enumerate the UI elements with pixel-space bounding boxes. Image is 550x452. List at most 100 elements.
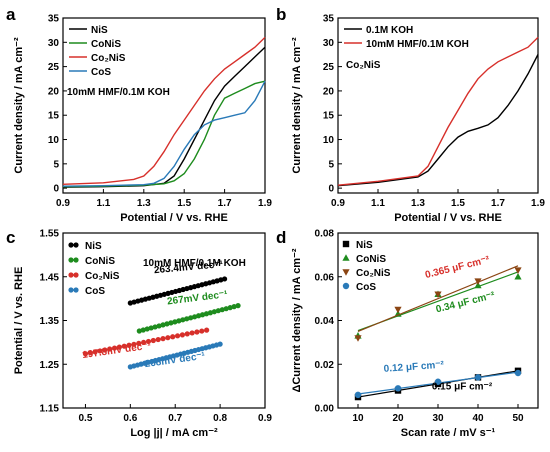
- legend-marker: [342, 282, 350, 290]
- data-point: [354, 335, 362, 342]
- data-point: [394, 306, 402, 314]
- legend-label: CoS: [91, 67, 111, 78]
- y-tick-label: 1.35: [40, 316, 60, 327]
- data-point: [394, 310, 402, 317]
- x-tick-label: 1.1: [371, 198, 385, 209]
- panel-letter-c: c: [6, 228, 15, 247]
- y-tick-label: 0.02: [315, 360, 335, 371]
- y-tick-label: 0.04: [315, 316, 335, 327]
- data-point: [394, 385, 402, 392]
- x-axis-label: Potential / V vs. RHE: [394, 212, 502, 224]
- slope-label: 197.8mV dec⁻¹: [81, 340, 152, 361]
- y-tick-label: 1.15: [40, 404, 60, 415]
- y-tick-label: 15: [323, 111, 335, 122]
- panel-letter-d: d: [276, 228, 286, 247]
- y-tick-label: 30: [323, 38, 335, 49]
- legend-marker: [73, 257, 79, 263]
- x-tick-label: 0.5: [78, 413, 92, 424]
- legend-label: Co₂NiS: [85, 271, 120, 282]
- capacitance-label: 0.34 μF cm⁻²: [435, 290, 497, 315]
- y-tick-label: 10: [323, 135, 335, 146]
- fit-line: [139, 305, 239, 332]
- sample-annotation: Co₂NiS: [346, 60, 381, 71]
- legend-label: CoNiS: [85, 256, 115, 267]
- y-tick-label: 0.08: [315, 229, 335, 240]
- panel-letter-b: b: [276, 5, 286, 24]
- y-tick-label: 5: [328, 159, 334, 170]
- y-tick-label: 35: [48, 14, 60, 25]
- y-tick-label: 15: [48, 111, 60, 122]
- legend-marker: [342, 254, 350, 261]
- x-tick-label: 10: [352, 413, 364, 424]
- x-tick-label: 0.7: [168, 413, 182, 424]
- y-tick-label: 0.00: [315, 404, 335, 415]
- legend-marker: [73, 242, 79, 248]
- x-tick-label: 1.7: [491, 198, 505, 209]
- x-tick-label: 1.7: [218, 198, 232, 209]
- legend-label: CoS: [356, 282, 376, 293]
- x-tick-label: 1.5: [177, 198, 191, 209]
- x-tick-label: 1.3: [411, 198, 425, 209]
- panel-letter-a: a: [6, 5, 16, 24]
- y-axis-label: Current density / mA cm⁻²: [13, 37, 25, 174]
- x-axis-label: Potential / V vs. RHE: [120, 212, 228, 224]
- y-axis-label: Potential / V vs. RHE: [13, 267, 25, 375]
- y-tick-label: 10: [48, 135, 60, 146]
- data-point: [434, 378, 442, 385]
- series-line-1: [337, 36, 539, 186]
- panel-a: a 0.9 1.1 1.3 1.5 1.7 1.9 0 5 10 15 20 25 30 35 Potenti…: [6, 5, 272, 224]
- legend-marker: [68, 242, 74, 248]
- y-tick-label: 25: [323, 62, 335, 73]
- series-line-2: [62, 36, 266, 185]
- legend-label: NiS: [356, 240, 373, 251]
- capacitance-label: 0.365 μF cm⁻²: [424, 254, 491, 281]
- data-point: [474, 281, 482, 289]
- x-tick-label: 0.9: [331, 198, 345, 209]
- y-tick-label: 5: [53, 159, 59, 170]
- plot-frame: [62, 17, 266, 194]
- y-tick-label: 20: [323, 86, 335, 97]
- legend-marker: [73, 272, 79, 278]
- legend-label: CoNiS: [91, 39, 121, 50]
- condition-annotation: 10mM HMF/0.1M KOH: [67, 87, 170, 98]
- legend-label: CoS: [85, 286, 105, 297]
- y-tick-label: 1.45: [40, 272, 60, 283]
- data-point: [474, 374, 482, 381]
- series-line-0: [337, 54, 539, 187]
- panel-b: b 0.9 1.1 1.3 1.5 1.7 1.9 0 5 10 15 20 25 30 35 Potenti…: [276, 5, 545, 224]
- condition-annotation: 10mM HMF/0.1M KOH: [143, 258, 246, 269]
- x-tick-label: 1.3: [137, 198, 151, 209]
- data-point: [354, 391, 362, 399]
- y-axis-label: ΔCurrent density / mA cm⁻²: [291, 248, 303, 392]
- x-tick-label: 0.9: [56, 198, 70, 209]
- y-axis-label: Current density / mA cm⁻²: [291, 37, 303, 174]
- y-tick-label: 0.06: [315, 272, 335, 283]
- fit-line: [85, 329, 207, 355]
- x-tick-label: 50: [512, 413, 524, 424]
- data-point: [514, 369, 522, 377]
- data-point: [514, 272, 522, 280]
- data-point: [514, 267, 522, 274]
- y-tick-label: 35: [323, 14, 335, 25]
- fit-line: [130, 278, 225, 304]
- legend-marker: [68, 272, 74, 278]
- legend-marker: [73, 287, 79, 293]
- fit-line: [130, 343, 221, 368]
- panel-c: c 0.5 0.6 0.7 0.8 0.9 1.15 1.25 1.35 1.45 1.55 Log …: [6, 228, 272, 439]
- legend-label: NiS: [85, 241, 102, 252]
- x-tick-label: 1.9: [531, 198, 545, 209]
- y-tick-label: 1.25: [40, 360, 60, 371]
- plot-frame: [337, 17, 539, 194]
- x-tick-label: 0.8: [213, 413, 227, 424]
- legend-marker: [342, 240, 350, 248]
- x-tick-label: 40: [472, 413, 484, 424]
- legend-label: 10mM HMF/0.1M KOH: [366, 39, 469, 50]
- legend-label: Co₂NiS: [91, 53, 126, 64]
- y-tick-label: 0: [53, 184, 59, 195]
- data-point: [434, 291, 442, 299]
- legend-marker: [342, 269, 350, 276]
- fit-line: [357, 265, 519, 332]
- x-tick-label: 0.9: [258, 413, 272, 424]
- x-axis-label: Log |j| / mA cm⁻²: [130, 427, 218, 439]
- data-point: [474, 278, 482, 285]
